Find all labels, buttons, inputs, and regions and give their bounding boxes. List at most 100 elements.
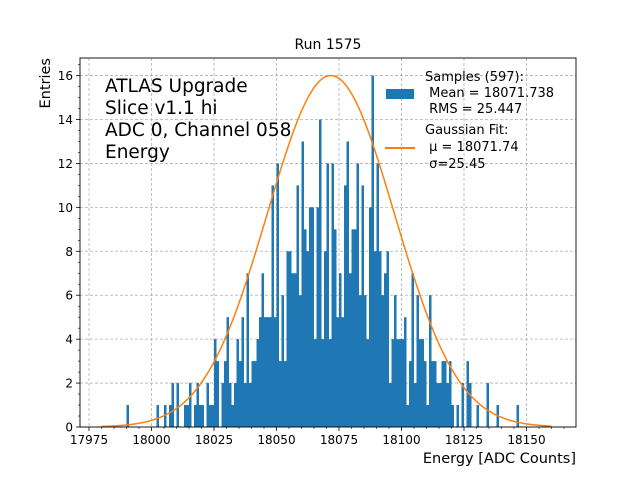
histogram-bar <box>321 339 324 427</box>
histogram-bar <box>211 405 214 427</box>
histogram-bar <box>404 317 407 427</box>
y-tick-label: 8 <box>65 245 73 259</box>
histogram-bar <box>449 361 452 427</box>
histogram-bar <box>461 383 464 427</box>
histogram-bar <box>234 383 237 427</box>
histogram-bar <box>366 339 369 427</box>
x-tick-label: 18000 <box>132 433 170 447</box>
legend-samples-label: Samples (597): <box>425 70 524 85</box>
histogram-bar <box>376 163 379 427</box>
histogram-bar <box>306 251 309 427</box>
histogram-bar <box>401 339 404 427</box>
histogram-bar <box>241 317 244 427</box>
histogram-bar <box>186 405 189 427</box>
annotation-line: Energy <box>105 142 170 163</box>
histogram-bar <box>171 383 174 427</box>
histogram-bar <box>254 361 257 427</box>
histogram-bar <box>414 383 417 427</box>
y-tick-label: 16 <box>58 69 73 83</box>
histogram-bar <box>244 383 247 427</box>
annotation-line: Slice v1.1 hi <box>105 98 218 119</box>
histogram-bar <box>286 251 289 427</box>
histogram-bar <box>221 383 224 427</box>
histogram-bar <box>406 405 409 427</box>
histogram-bar <box>436 383 439 427</box>
histogram-bar <box>251 361 254 427</box>
histogram-bar <box>271 185 274 427</box>
histogram-bar <box>294 273 297 427</box>
histogram-bar <box>331 163 334 427</box>
histogram-bar <box>379 251 382 427</box>
histogram-bar <box>126 405 129 427</box>
histogram-bar <box>446 383 449 427</box>
histogram-bar <box>441 361 444 427</box>
histogram-bar <box>239 361 242 427</box>
histogram-bar <box>394 295 397 427</box>
histogram-bar <box>196 383 199 427</box>
histogram-bar <box>424 361 427 427</box>
histogram-bar <box>276 163 279 427</box>
histogram-bar <box>361 185 364 427</box>
histogram-bar <box>444 361 447 427</box>
histogram-bar <box>399 339 402 427</box>
histogram-bar <box>261 273 264 427</box>
histogram-bar <box>486 383 489 427</box>
histogram-bar <box>466 361 469 427</box>
histogram-bar <box>281 295 284 427</box>
histogram-bar <box>351 229 354 427</box>
histogram-bar <box>226 317 229 427</box>
histogram-bar <box>421 339 424 427</box>
y-tick-label: 10 <box>58 201 73 215</box>
histogram-bar <box>156 405 159 427</box>
histogram-bar <box>344 185 347 427</box>
x-axis-label: Energy [ADC Counts] <box>423 451 576 467</box>
y-tick-label: 6 <box>65 289 73 303</box>
legend-fit-sigma: σ=25.45 <box>425 157 485 172</box>
x-tick-label: 18125 <box>445 433 483 447</box>
x-tick-label: 17975 <box>70 433 108 447</box>
histogram-bar <box>469 383 472 427</box>
histogram-bar <box>169 405 172 427</box>
run-info-annotation: ATLAS Upgrade Slice v1.1 hi ADC 0, Chann… <box>105 76 291 163</box>
y-tick-label: 2 <box>65 377 73 391</box>
histogram-bar <box>209 405 212 427</box>
histogram-bar <box>516 405 519 427</box>
histogram-bar <box>236 339 239 427</box>
histogram-bar <box>356 163 359 427</box>
histogram-bar <box>369 207 372 427</box>
histogram-bar <box>451 405 454 427</box>
histogram-bar <box>184 405 187 427</box>
histogram-bar <box>229 383 232 427</box>
histogram-bar <box>176 383 179 427</box>
histogram-bar <box>246 273 249 427</box>
histogram-bar <box>386 251 389 427</box>
annotation-line: ATLAS Upgrade <box>105 76 248 97</box>
histogram-bar <box>426 405 429 427</box>
histogram-bar <box>309 207 312 427</box>
histogram-bar <box>339 273 342 427</box>
histogram-bar <box>391 339 394 427</box>
gaussian-fit-curve <box>101 74 552 428</box>
x-tick-label: 18075 <box>320 433 358 447</box>
histogram-bar <box>194 405 197 427</box>
chart-title: Run 1575 <box>295 37 362 53</box>
histogram-bar <box>199 405 202 427</box>
histogram-bar <box>296 185 299 427</box>
histogram-bar <box>259 317 262 427</box>
x-axis-ticks: 17975 18000 18025 18050 18075 18100 18125 18150 <box>70 427 565 447</box>
histogram-bar <box>456 405 459 427</box>
histogram-bar <box>354 229 357 427</box>
histogram-bar <box>359 295 362 427</box>
histogram-bar <box>316 207 319 427</box>
histogram-bar <box>329 339 332 427</box>
histogram-bar <box>249 383 252 427</box>
histogram-bar <box>299 295 302 427</box>
histogram-bar <box>269 317 272 427</box>
legend-samples-swatch <box>386 89 414 99</box>
y-tick-label: 14 <box>58 113 73 127</box>
histogram-bar <box>266 317 269 427</box>
legend-samples-rms: RMS = 25.447 <box>425 102 522 117</box>
histogram-bar <box>284 361 287 427</box>
x-tick-label: 18025 <box>195 433 233 447</box>
